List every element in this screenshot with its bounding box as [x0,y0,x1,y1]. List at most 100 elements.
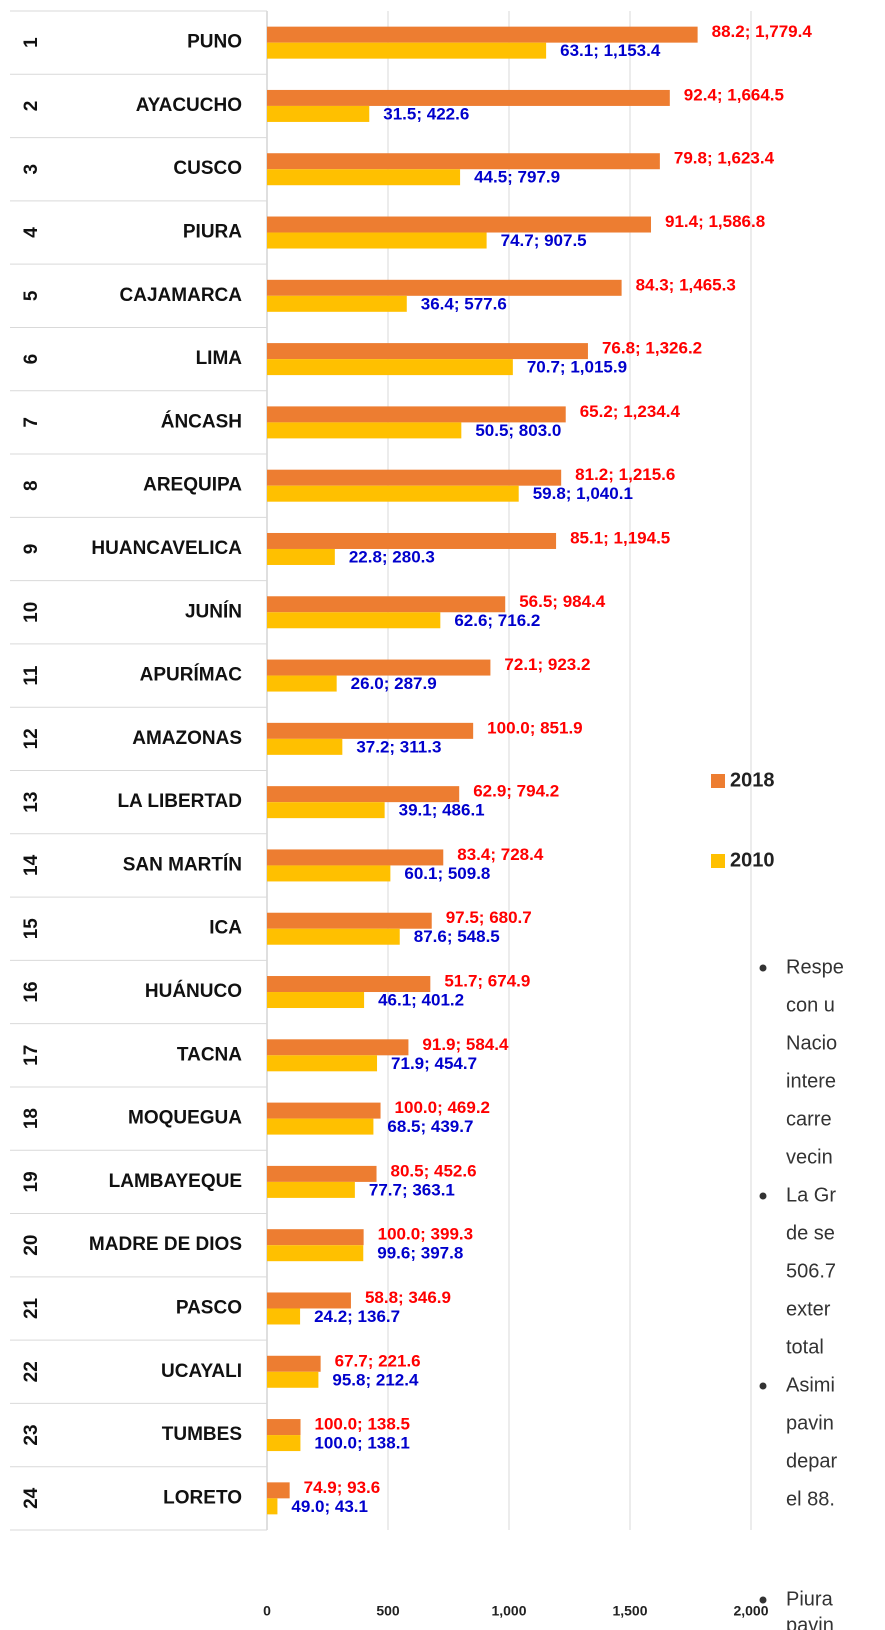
note-line: 506.7 [786,1260,836,1282]
category-label: APURÍMAC [140,664,243,686]
value-label: 46.1; 401.2 [378,991,464,1010]
bar [267,1435,301,1452]
value-label: 74.7; 907.5 [501,231,587,250]
value-label: 50.5; 803.0 [475,421,561,440]
bullet [759,1596,767,1604]
rank-label: 11 [21,665,42,686]
note-line: Piura [786,1588,834,1610]
bar [267,1498,278,1515]
bar [267,1308,301,1325]
category-label: ICA [209,918,242,939]
rank-label: 3 [21,164,42,175]
value-label: 67.7; 221.6 [335,1351,421,1370]
category-label: MOQUEGUA [128,1108,242,1129]
rank-label: 12 [21,728,42,749]
value-label: 100.0; 851.9 [487,718,582,737]
value-label: 100.0; 399.3 [378,1225,473,1244]
value-label: 70.7; 1,015.9 [527,358,627,377]
bar [267,1039,409,1056]
bar [267,485,519,502]
value-label: 63.1; 1,153.4 [560,41,661,60]
legend-swatch [711,854,725,868]
bar [267,1055,378,1072]
bar [267,89,670,106]
bar [267,865,391,882]
bullet [759,1382,767,1390]
value-label: 91.4; 1,586.8 [665,212,765,231]
x-tick-label: 1,500 [612,1603,647,1619]
value-label: 68.5; 439.7 [387,1117,473,1136]
category-label: HUÁNUCO [145,980,242,1002]
bar [267,422,462,439]
category-label: LIMA [196,348,243,369]
bar [267,532,557,549]
value-label: 44.5; 797.9 [474,168,560,187]
bar [267,1355,321,1372]
note-line: pavin [786,1614,834,1630]
rank-label: 9 [21,544,42,555]
rank-label: 15 [21,918,42,940]
value-label: 79.8; 1,623.4 [674,149,775,168]
bar [267,912,432,929]
rank-label: 17 [21,1045,42,1066]
rank-label: 10 [21,602,42,623]
category-label: CUSCO [173,158,242,179]
rank-label: 22 [21,1361,42,1382]
rank-label: 7 [21,417,42,428]
value-label: 95.8; 212.4 [332,1370,419,1389]
rank-label: 18 [21,1108,42,1129]
bar [267,802,385,819]
value-label: 49.0; 43.1 [291,1497,368,1516]
bar [267,343,588,360]
rank-label: 24 [21,1487,42,1509]
value-label: 76.8; 1,326.2 [602,339,702,358]
legend-label: 2010 [730,849,775,871]
rank-label: 5 [21,290,42,301]
note-line: vecin [786,1146,833,1168]
bar [267,1102,381,1119]
category-label: JUNÍN [185,600,242,622]
value-label: 26.0; 287.9 [351,674,437,693]
value-label: 100.0; 469.2 [395,1098,490,1117]
value-label: 80.5; 452.6 [391,1161,477,1180]
bar [267,279,622,296]
rank-label: 4 [21,227,42,238]
bar [267,26,698,43]
x-tick-label: 2,000 [733,1603,768,1619]
category-label: AYACUCHO [136,95,242,116]
value-label: 60.1; 509.8 [404,864,490,883]
bar [267,359,513,376]
note-line: Nacio [786,1032,837,1054]
value-label: 36.4; 577.6 [421,294,507,313]
value-label: 37.2; 311.3 [356,737,441,756]
category-label: PIURA [183,222,242,243]
bar [267,153,660,170]
bar [267,659,491,676]
category-label: AMAZONAS [132,728,242,749]
category-label: UCAYALI [161,1361,242,1382]
rank-label: 13 [21,792,42,813]
rank-label: 2 [21,101,42,112]
bar [267,976,431,993]
bar [267,1229,364,1246]
bar [267,295,407,312]
value-label: 83.4; 728.4 [457,845,544,864]
x-tick-label: 0 [263,1603,271,1619]
bar [267,722,474,739]
bar [267,1181,355,1198]
bullet [759,1192,767,1200]
value-label: 24.2; 136.7 [314,1307,400,1326]
bar [267,849,444,866]
rank-label: 1 [21,37,42,48]
rank-label: 20 [21,1235,42,1256]
bar [267,738,343,755]
value-label: 77.7; 363.1 [369,1180,455,1199]
category-label: LAMBAYEQUE [109,1171,242,1192]
value-label: 84.3; 1,465.3 [636,275,736,294]
note-line: el 88. [786,1488,835,1510]
category-label: TUMBES [162,1424,242,1445]
note-line: La Gr [786,1184,836,1206]
note-line: Asimi [786,1374,835,1396]
note-line: pavin [786,1412,834,1434]
